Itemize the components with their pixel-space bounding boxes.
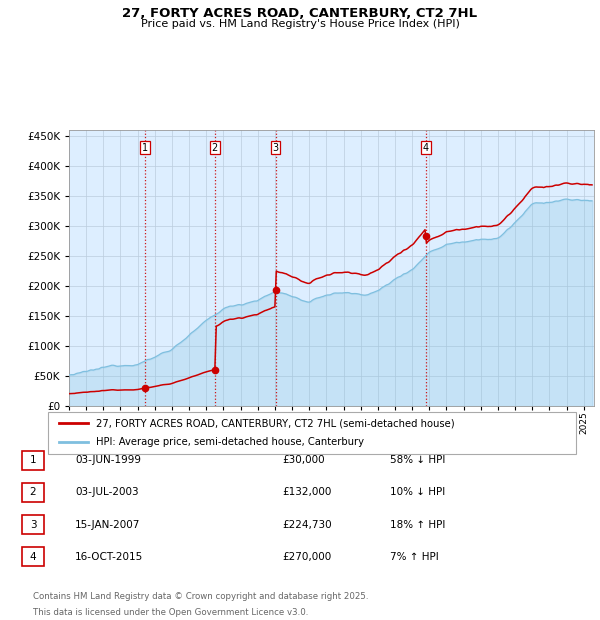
Text: 15-JAN-2007: 15-JAN-2007 — [75, 520, 140, 529]
Text: 1: 1 — [142, 143, 148, 153]
Text: 1: 1 — [29, 455, 37, 465]
Text: 16-OCT-2015: 16-OCT-2015 — [75, 552, 143, 562]
Text: Price paid vs. HM Land Registry's House Price Index (HPI): Price paid vs. HM Land Registry's House … — [140, 19, 460, 29]
Text: 18% ↑ HPI: 18% ↑ HPI — [390, 520, 445, 529]
Text: £270,000: £270,000 — [282, 552, 331, 562]
Text: 03-JUL-2003: 03-JUL-2003 — [75, 487, 139, 497]
Text: £224,730: £224,730 — [282, 520, 332, 529]
Text: 27, FORTY ACRES ROAD, CANTERBURY, CT2 7HL: 27, FORTY ACRES ROAD, CANTERBURY, CT2 7H… — [122, 7, 478, 20]
Text: Contains HM Land Registry data © Crown copyright and database right 2025.: Contains HM Land Registry data © Crown c… — [33, 592, 368, 601]
Text: 10% ↓ HPI: 10% ↓ HPI — [390, 487, 445, 497]
Text: This data is licensed under the Open Government Licence v3.0.: This data is licensed under the Open Gov… — [33, 608, 308, 617]
Text: £30,000: £30,000 — [282, 455, 325, 465]
Text: 2: 2 — [212, 143, 218, 153]
Text: £132,000: £132,000 — [282, 487, 331, 497]
Text: 27, FORTY ACRES ROAD, CANTERBURY, CT2 7HL (semi-detached house): 27, FORTY ACRES ROAD, CANTERBURY, CT2 7H… — [95, 418, 454, 428]
Text: 3: 3 — [272, 143, 278, 153]
Text: HPI: Average price, semi-detached house, Canterbury: HPI: Average price, semi-detached house,… — [95, 438, 364, 448]
Text: 7% ↑ HPI: 7% ↑ HPI — [390, 552, 439, 562]
Text: 3: 3 — [29, 520, 37, 529]
Text: 58% ↓ HPI: 58% ↓ HPI — [390, 455, 445, 465]
Text: 2: 2 — [29, 487, 37, 497]
Text: 4: 4 — [422, 143, 429, 153]
Text: 4: 4 — [29, 552, 37, 562]
Text: 03-JUN-1999: 03-JUN-1999 — [75, 455, 141, 465]
